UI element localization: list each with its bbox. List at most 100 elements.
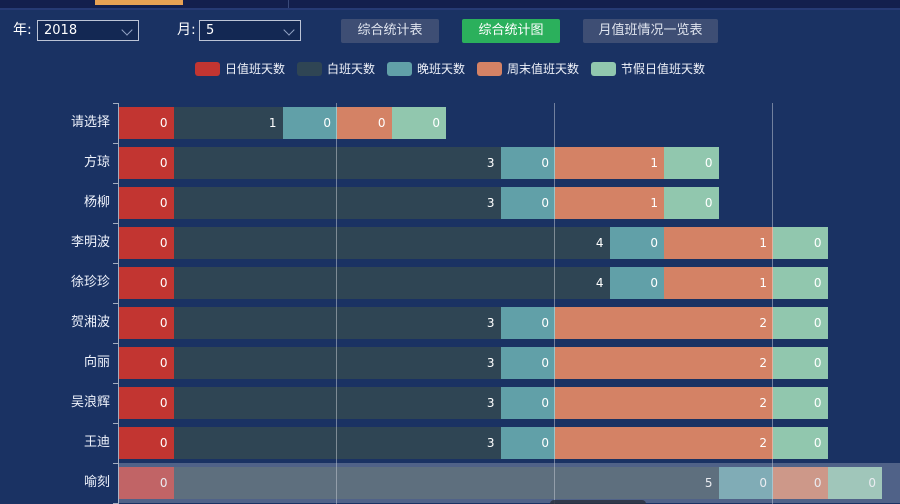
bar-segment-白班天数[interactable]: 3 — [173, 147, 501, 179]
segment-value-label: 0 — [813, 476, 822, 490]
bar-segment-白班天数[interactable]: 3 — [173, 187, 501, 219]
y-axis-label-0: 请选择 — [70, 115, 110, 130]
bar-segment-周末值班天数[interactable]: 2 — [555, 387, 773, 419]
bar-segment-日值班天数[interactable]: 0 — [119, 187, 174, 219]
segment-value-label: 0 — [159, 236, 168, 250]
bar-row-1: 0 3 0 1 0 — [119, 147, 719, 179]
bar-segment-节假日值班天数[interactable]: 0 — [773, 227, 828, 259]
bar-segment-晚班天数[interactable]: 0 — [609, 267, 664, 299]
legend: 日值班天数 白班天数 晚班天数 周末值班天数 节假日值班天数 — [0, 60, 900, 77]
bar-segment-节假日值班天数[interactable]: 0 — [664, 187, 719, 219]
tooltip — [550, 500, 646, 504]
segment-value-label: 0 — [704, 156, 713, 170]
bar-segment-周末值班天数[interactable]: 1 — [555, 147, 664, 179]
month-select[interactable]: 5 — [199, 20, 301, 41]
bar-segment-白班天数[interactable]: 4 — [173, 267, 610, 299]
bar-segment-周末值班天数[interactable]: 2 — [555, 427, 773, 459]
segment-value-label: 0 — [377, 116, 386, 130]
month-select-value: 5 — [206, 23, 215, 38]
y-axis-label-2: 杨柳 — [83, 195, 110, 210]
bar-segment-节假日值班天数[interactable]: 0 — [773, 427, 828, 459]
bar-segment-晚班天数[interactable]: 0 — [609, 227, 664, 259]
bar-segment-晚班天数[interactable]: 0 — [500, 187, 555, 219]
bar-segment-日值班天数[interactable]: 0 — [119, 227, 174, 259]
year-select-value: 2018 — [44, 23, 78, 38]
segment-value-label: 0 — [813, 276, 822, 290]
segment-value-label: 3 — [486, 396, 495, 410]
bar-segment-节假日值班天数[interactable]: 0 — [773, 387, 828, 419]
bar-segment-白班天数[interactable]: 5 — [173, 467, 719, 499]
bar-segment-白班天数[interactable]: 3 — [173, 427, 501, 459]
bar-segment-日值班天数[interactable]: 0 — [119, 267, 174, 299]
legend-item-0[interactable]: 日值班天数 — [194, 60, 285, 77]
segment-value-label: 0 — [159, 196, 168, 210]
bar-segment-周末值班天数[interactable]: 1 — [664, 267, 773, 299]
bar-segment-日值班天数[interactable]: 0 — [119, 107, 174, 139]
bar-segment-晚班天数[interactable]: 0 — [500, 347, 555, 379]
summary-chart-button[interactable]: 综合统计图 — [462, 19, 560, 43]
segment-value-label: 5 — [704, 476, 713, 490]
bar-segment-白班天数[interactable]: 1 — [173, 107, 283, 139]
y-axis-tick — [113, 183, 118, 184]
bar-segment-周末值班天数[interactable]: 1 — [664, 227, 773, 259]
bar-row-7: 0 3 0 2 0 — [119, 387, 828, 419]
bar-segment-节假日值班天数[interactable]: 0 — [773, 267, 828, 299]
bar-segment-节假日值班天数[interactable]: 0 — [773, 307, 828, 339]
segment-value-label: 0 — [159, 116, 168, 130]
y-axis-label-8: 王迪 — [83, 435, 110, 450]
y-axis-label-5: 贺湘波 — [70, 315, 110, 330]
segment-value-label: 0 — [323, 116, 331, 130]
bar-segment-周末值班天数[interactable]: 2 — [555, 307, 773, 339]
bar-segment-晚班天数[interactable]: 0 — [282, 107, 337, 139]
bar-segment-周末值班天数[interactable]: 1 — [555, 187, 664, 219]
bar-segment-周末值班天数[interactable]: 0 — [337, 107, 392, 139]
legend-swatch — [591, 61, 617, 76]
bar-segment-晚班天数[interactable]: 0 — [500, 307, 555, 339]
summary-table-button[interactable]: 综合统计表 — [341, 19, 439, 43]
segment-value-label: 1 — [759, 236, 767, 250]
bar-segment-节假日值班天数[interactable]: 0 — [773, 347, 828, 379]
bar-row-6: 0 3 0 2 0 — [119, 347, 828, 379]
bar-segment-节假日值班天数[interactable]: 0 — [664, 147, 719, 179]
bar-segment-白班天数[interactable]: 3 — [173, 347, 501, 379]
bar-segment-节假日值班天数[interactable]: 0 — [391, 107, 446, 139]
bar-segment-日值班天数[interactable]: 0 — [119, 307, 174, 339]
legend-item-4[interactable]: 节假日值班天数 — [591, 60, 705, 77]
active-tab-indicator[interactable] — [95, 0, 183, 5]
bar-segment-周末值班天数[interactable]: 2 — [555, 347, 773, 379]
gridline — [336, 103, 337, 504]
bar-segment-晚班天数[interactable]: 0 — [718, 467, 773, 499]
y-axis-tick — [113, 303, 118, 304]
segment-value-label: 0 — [650, 236, 658, 250]
gridline — [772, 103, 773, 504]
monthly-duty-list-button[interactable]: 月值班情况一览表 — [583, 19, 718, 43]
segment-value-label: 1 — [650, 196, 658, 210]
bar-row-9: 0 5 0 0 0 — [119, 467, 882, 499]
bar-segment-白班天数[interactable]: 3 — [173, 387, 501, 419]
bar-row-5: 0 3 0 2 0 — [119, 307, 828, 339]
bar-segment-白班天数[interactable]: 3 — [173, 307, 501, 339]
bar-segment-日值班天数[interactable]: 0 — [119, 427, 174, 459]
segment-value-label: 2 — [759, 436, 767, 450]
segment-value-label: 2 — [759, 396, 767, 410]
segment-value-label: 0 — [759, 476, 767, 490]
segment-value-label: 0 — [650, 276, 658, 290]
bar-segment-周末值班天数[interactable]: 0 — [773, 467, 828, 499]
segment-value-label: 0 — [813, 436, 822, 450]
bar-segment-日值班天数[interactable]: 0 — [119, 387, 174, 419]
y-axis-label-1: 方琼 — [83, 155, 110, 170]
bar-segment-晚班天数[interactable]: 0 — [500, 427, 555, 459]
bar-segment-日值班天数[interactable]: 0 — [119, 147, 174, 179]
bar-segment-日值班天数[interactable]: 0 — [119, 347, 174, 379]
bar-segment-节假日值班天数[interactable]: 0 — [827, 467, 882, 499]
year-select[interactable]: 2018 — [37, 20, 139, 41]
legend-item-1[interactable]: 白班天数 — [296, 60, 375, 77]
legend-item-2[interactable]: 晚班天数 — [386, 60, 465, 77]
bar-segment-晚班天数[interactable]: 0 — [500, 387, 555, 419]
y-axis-line — [118, 103, 119, 504]
bar-segment-晚班天数[interactable]: 0 — [500, 147, 555, 179]
bar-segment-日值班天数[interactable]: 0 — [119, 467, 174, 499]
legend-item-3[interactable]: 周末值班天数 — [477, 60, 579, 77]
bar-segment-白班天数[interactable]: 4 — [173, 227, 610, 259]
